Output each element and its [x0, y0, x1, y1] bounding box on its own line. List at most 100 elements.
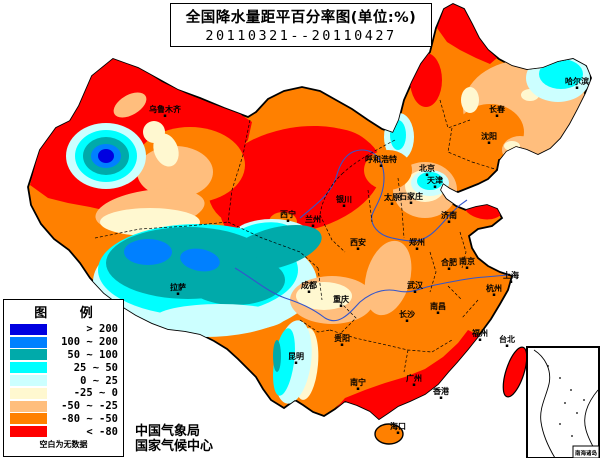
city-marker: 银川	[335, 194, 352, 207]
city-dot	[379, 164, 383, 167]
org-line-2: 国家气候中心	[135, 439, 214, 454]
city-marker: 太原	[383, 192, 400, 205]
city-label: 香港	[432, 386, 450, 396]
city-dot	[495, 114, 499, 117]
legend-row: -80 ~ -50	[4, 413, 123, 426]
city-marker: 乌鲁木齐	[149, 104, 182, 117]
legend-color-swatch	[10, 362, 47, 374]
city-dot	[294, 361, 298, 364]
city-dot	[505, 344, 509, 347]
map-date-range: 20110321--20110427	[205, 28, 397, 44]
city-dot	[575, 86, 579, 89]
city-dot	[447, 267, 451, 270]
legend-color-swatch	[10, 375, 47, 387]
city-marker: 重庆	[333, 294, 349, 307]
province-boundaries	[94, 99, 499, 373]
city-label: 贵阳	[334, 333, 350, 343]
city-marker: 昆明	[288, 351, 304, 364]
city-marker: 南宁	[350, 377, 366, 390]
city-marker: 南京	[459, 256, 475, 269]
city-marker: 贵阳	[334, 333, 350, 346]
map-title: 全国降水量距平百分率图(单位:%)	[185, 10, 417, 26]
city-label: 上海	[503, 270, 519, 280]
map-title-box: 全国降水量距平百分率图(单位:%) 20110321--20110427	[170, 3, 432, 47]
south-china-sea-inset: 南海诸岛	[526, 346, 600, 458]
legend-label: -80 ~ -50	[61, 412, 118, 425]
city-label: 银川	[335, 194, 352, 204]
city-label: 合肥	[440, 257, 457, 267]
city-marker: 拉萨	[170, 282, 186, 295]
legend-row: -50 ~ -25	[4, 400, 123, 413]
city-label: 太原	[383, 192, 400, 202]
city-marker: 兰州	[305, 214, 321, 227]
city-dot	[487, 141, 491, 144]
city-marker: 武汉	[407, 280, 424, 293]
city-marker: 天津	[427, 175, 443, 188]
city-dot	[509, 280, 513, 283]
org-line-1: 中国气象局	[135, 424, 201, 439]
city-dot	[409, 201, 413, 204]
city-label: 武汉	[407, 280, 424, 290]
city-label: 南昌	[430, 301, 446, 311]
city-label: 南宁	[350, 377, 366, 387]
city-marker: 成都	[301, 280, 317, 293]
city-marker: 石家庄	[398, 191, 423, 204]
city-label: 郑州	[409, 237, 425, 247]
city-label: 海口	[390, 421, 406, 431]
legend-label: < -80	[86, 425, 118, 438]
city-marker: 呼和浩特	[365, 154, 397, 167]
legend-row: < -80	[4, 425, 123, 438]
city-dot	[405, 319, 409, 322]
city-dot	[340, 343, 344, 346]
city-marker: 郑州	[409, 237, 425, 250]
yangtze-river	[234, 267, 509, 322]
city-dot	[436, 311, 440, 314]
legend-color-swatch	[10, 336, 47, 348]
city-dot	[163, 114, 167, 117]
legend-rows: > 200 100 ~ 200 50 ~ 100 25 ~ 50 0 ~ 25 -25 ~…	[4, 323, 123, 438]
city-label: 天津	[427, 175, 443, 185]
city-label: 北京	[419, 163, 435, 173]
legend-color-swatch	[10, 426, 47, 438]
city-marker: 长沙	[399, 309, 415, 322]
legend-label: -50 ~ -25	[61, 400, 118, 413]
city-dot	[356, 387, 360, 390]
legend-box: 图 例 > 200 100 ~ 200 50 ~ 100 25 ~ 50 0 ~ 25-…	[3, 299, 124, 457]
city-label: 济南	[441, 210, 457, 220]
city-dot	[176, 292, 180, 295]
city-marker: 济南	[441, 210, 457, 223]
city-dot	[439, 396, 443, 399]
city-marker: 西安	[350, 237, 366, 250]
city-marker: 香港	[432, 386, 450, 399]
city-label: 石家庄	[398, 191, 423, 201]
city-label: 哈尔滨	[565, 76, 589, 86]
legend-color-swatch	[10, 323, 47, 335]
city-label: 西宁	[280, 209, 296, 219]
city-marker: 北京	[419, 163, 435, 176]
city-dot	[342, 204, 346, 207]
city-label: 兰州	[305, 214, 321, 224]
city-label: 杭州	[486, 283, 502, 293]
taiwan-island	[502, 346, 528, 398]
city-marker: 长春	[489, 104, 505, 117]
rivers	[234, 149, 509, 322]
city-dot	[425, 173, 429, 176]
city-marker: 南昌	[430, 301, 446, 314]
city-dot	[396, 431, 400, 434]
city-marker: 合肥	[440, 257, 457, 270]
legend-row: -25 ~ 0	[4, 387, 123, 400]
yellow-river	[299, 149, 468, 242]
city-dot	[311, 224, 315, 227]
city-label: 重庆	[333, 294, 349, 304]
city-label: 呼和浩特	[365, 154, 397, 164]
city-dot	[339, 304, 343, 307]
city-dot	[412, 383, 416, 386]
city-label: 南京	[459, 256, 475, 266]
city-marker: 杭州	[486, 283, 502, 296]
legend-label: -25 ~ 0	[73, 387, 118, 400]
footer-organization: 中国气象局 国家气候中心	[135, 424, 213, 454]
city-marker: 哈尔滨	[565, 76, 589, 89]
legend-color-swatch	[10, 349, 47, 361]
